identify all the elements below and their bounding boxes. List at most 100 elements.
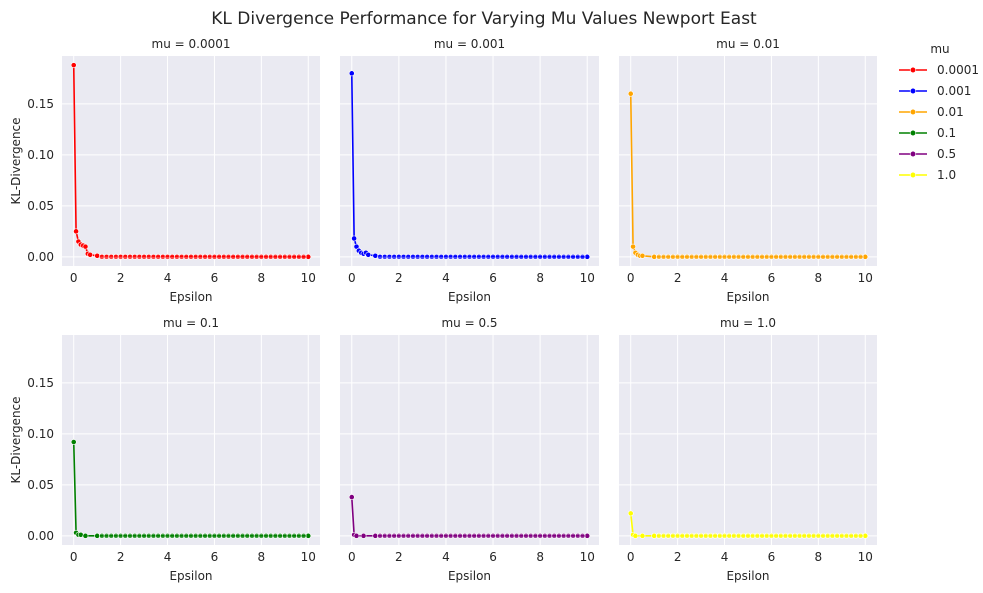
x-tick-label: 6 [489,550,497,564]
legend-label: 0.01 [937,105,964,119]
y-tick-label: 0.10 [27,427,54,441]
x-tick-label: 4 [442,271,450,285]
data-point [639,532,646,539]
x-tick-label: 10 [301,271,316,285]
data-point [70,439,77,445]
x-axis-label: Epsilon [448,569,491,583]
y-axis-label: KL-Divergence [9,117,23,204]
x-tick-label: 0 [70,550,78,564]
legend-label: 0.0001 [937,63,979,77]
y-tick-label: 0.15 [27,97,54,111]
x-tick-label: 0 [70,271,78,285]
data-point [87,251,94,258]
figure-title: KL Divergence Performance for Varying Mu… [211,9,757,29]
subplot-3: mu = 0.1 0 2 4 6 8 10 0.00 0.05 0.10 0.15 Epsilon KL… [9,316,320,583]
x-tick-label: 2 [395,271,403,285]
x-tick-label: 10 [301,550,316,564]
data-point [94,252,101,259]
legend: mu 0.0001 0.001 0.01 0.1 0.5 1.0 [899,42,979,182]
data-point [353,532,360,539]
y-axis-label: KL-Divergence [9,396,23,483]
legend-marker [909,108,917,116]
x-tick-label: 10 [580,550,595,564]
data-point [300,253,307,260]
legend-label: 1.0 [937,168,956,182]
legend-item: 0.0001 [899,63,979,77]
data-point [82,243,89,250]
subplot-title: mu = 0.01 [716,37,780,51]
x-tick-label: 4 [721,550,729,564]
data-point [639,252,646,259]
legend-title: mu [930,42,949,56]
subplot-grid: mu = 0.0001 0 2 4 6 8 10 0.00 0.05 0.10 0.15 Epsilo… [9,37,877,583]
x-tick-label: 10 [858,271,873,285]
x-tick-label: 0 [348,550,356,564]
x-tick-label: 6 [211,550,219,564]
data-point [360,532,367,539]
subplot-title: mu = 0.1 [163,316,219,330]
data-point [630,243,636,250]
x-tick-label: 2 [674,271,682,285]
plot-area [62,56,320,266]
data-point [627,510,634,517]
data-point [579,532,586,539]
x-tick-label: 2 [674,550,682,564]
legend-label: 0.5 [937,147,956,161]
legend-marker [909,129,917,137]
x-tick-label: 0 [348,271,356,285]
data-point [73,228,79,235]
x-axis-label: Epsilon [726,290,769,304]
legend-item: 0.5 [899,147,956,161]
plot-area [62,335,320,545]
x-axis-label: Epsilon [169,290,212,304]
data-point [857,532,864,539]
subplot-4: mu = 0.5 0 2 4 6 8 10 Epsilon [340,316,599,583]
legend-marker [909,66,917,74]
legend-item: 1.0 [899,168,956,182]
x-tick-label: 2 [395,550,403,564]
subplot-title: mu = 0.001 [434,37,505,51]
x-tick-label: 4 [442,550,450,564]
data-point [348,70,355,77]
data-point [82,532,89,539]
data-point [300,532,307,539]
x-tick-label: 8 [258,550,266,564]
y-tick-label: 0.00 [27,529,54,543]
y-tick-label: 0.00 [27,250,54,264]
subplot-title: mu = 1.0 [720,316,776,330]
x-axis-label: Epsilon [726,569,769,583]
plot-area [619,56,877,266]
x-tick-label: 8 [815,550,823,564]
x-axis-label: Epsilon [448,290,491,304]
plot-area [619,335,877,545]
x-tick-label: 6 [768,550,776,564]
y-tick-label: 0.10 [27,148,54,162]
subplot-title: mu = 0.0001 [152,37,231,51]
x-tick-label: 8 [536,271,544,285]
y-tick-label: 0.05 [27,199,54,213]
subplot-2: mu = 0.01 0 2 4 6 8 10 Epsilon [619,37,877,304]
x-tick-label: 6 [489,271,497,285]
subplot-1: mu = 0.001 0 2 4 6 8 10 Epsilon [340,37,599,304]
x-tick-label: 4 [721,271,729,285]
legend-item: 0.01 [899,105,964,119]
x-tick-label: 8 [258,271,266,285]
plot-area [340,56,599,266]
legend-label: 0.1 [937,126,956,140]
data-point [365,251,372,258]
x-tick-label: 6 [211,271,219,285]
data-point [627,90,634,97]
legend-marker [909,150,917,158]
legend-marker [909,87,917,95]
x-tick-label: 2 [117,271,125,285]
x-tick-label: 8 [536,550,544,564]
x-tick-label: 10 [580,271,595,285]
data-point [372,252,379,259]
data-point [857,253,864,260]
legend-item: 0.001 [899,84,971,98]
x-tick-label: 0 [627,271,635,285]
x-tick-label: 10 [858,550,873,564]
subplot-5: mu = 1.0 0 2 4 6 8 10 Epsilon [619,316,877,583]
x-tick-label: 0 [627,550,635,564]
